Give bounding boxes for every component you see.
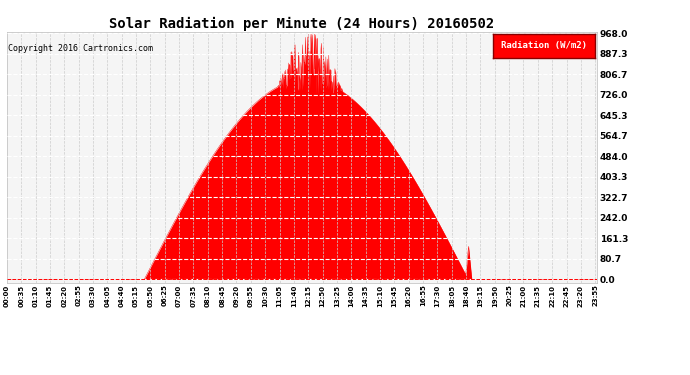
Text: Copyright 2016 Cartronics.com: Copyright 2016 Cartronics.com — [8, 44, 153, 52]
Title: Solar Radiation per Minute (24 Hours) 20160502: Solar Radiation per Minute (24 Hours) 20… — [109, 16, 495, 31]
Text: Radiation (W/m2): Radiation (W/m2) — [502, 42, 587, 51]
